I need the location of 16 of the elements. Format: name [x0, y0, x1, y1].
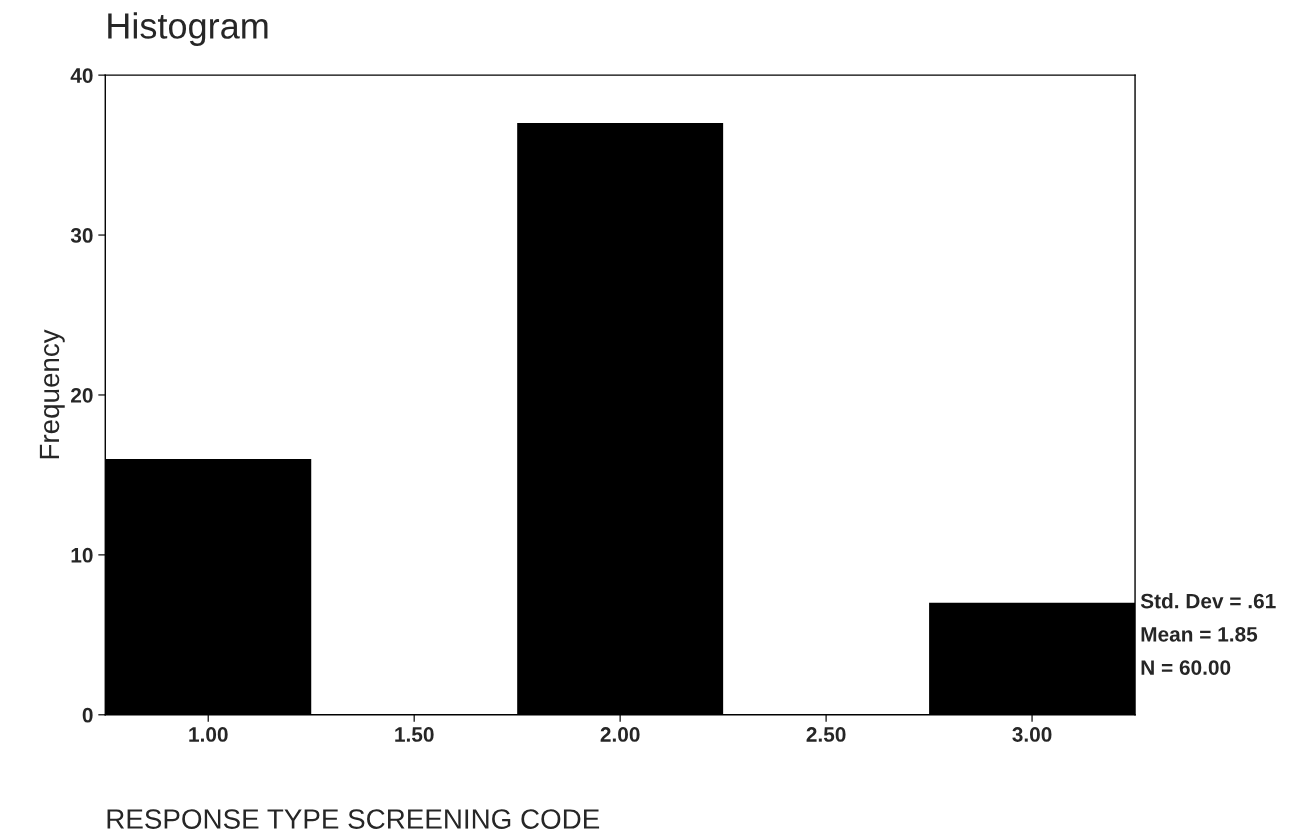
x-tick-label: 2.00: [600, 727, 640, 742]
x-tick-label: 1.50: [395, 727, 434, 742]
x-tick-label: 3.00: [1012, 727, 1052, 742]
y-tick-label: 20: [71, 387, 93, 403]
chart-title: Histogram: [108, 12, 268, 46]
y-tick-label: 10: [71, 547, 93, 563]
text: Mean = 1.85: [1141, 626, 1258, 642]
text: Std. Dev = .61: [1140, 593, 1276, 609]
text: N = 60.00: [1141, 660, 1231, 675]
y-tick-label: 0: [82, 707, 93, 723]
y-tick-label: 30: [70, 228, 93, 243]
x-tick-label: 1.00: [189, 727, 228, 742]
y-tick-label: 40: [70, 68, 93, 83]
y-axis-title: Frequency: [39, 329, 65, 459]
x-tick-label: 2.50: [806, 727, 846, 742]
x-axis-title: RESPONSE TYPE SCREENING CODE: [107, 809, 600, 829]
